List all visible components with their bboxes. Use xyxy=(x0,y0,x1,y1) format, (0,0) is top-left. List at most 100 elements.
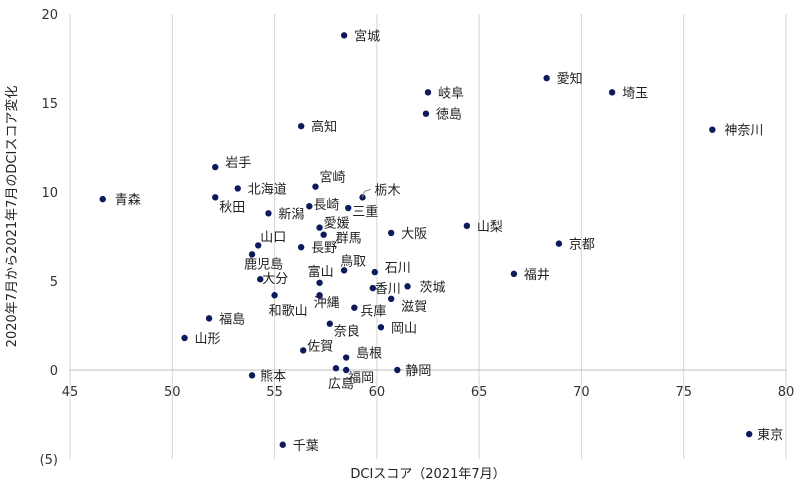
data-point xyxy=(377,324,385,331)
data-point xyxy=(255,242,262,249)
data-point xyxy=(422,110,430,117)
x-tick-label: 50 xyxy=(164,385,181,400)
data-label: 岡山 xyxy=(391,321,417,336)
x-tick-label: 75 xyxy=(675,385,692,400)
x-tick-label: 60 xyxy=(369,385,386,400)
data-point xyxy=(300,347,307,354)
y-axis-title: 2020年7月から2021年7月のDCIスコア変化 xyxy=(4,86,20,348)
data-point xyxy=(279,441,286,448)
data-point xyxy=(212,163,219,171)
y-tick-label: 5 xyxy=(50,275,58,290)
data-label: 宮崎 xyxy=(319,170,345,186)
data-points xyxy=(99,32,753,448)
data-label: 広島 xyxy=(328,377,354,392)
data-point xyxy=(248,251,256,258)
data-label: 佐賀 xyxy=(307,339,333,354)
x-tick-label: 45 xyxy=(62,385,79,400)
data-label: 京都 xyxy=(569,238,595,253)
data-point xyxy=(608,89,616,96)
data-point xyxy=(316,292,323,299)
data-label: 宮城 xyxy=(354,28,380,44)
data-label: 北海道 xyxy=(248,182,287,197)
data-label: 山梨 xyxy=(477,220,503,235)
data-label: 大阪 xyxy=(401,227,427,242)
data-point xyxy=(709,126,716,133)
y-tick-label: 0 xyxy=(50,364,58,379)
data-label: 大分 xyxy=(262,272,288,287)
data-label: 兵庫 xyxy=(360,305,386,320)
data-point xyxy=(248,372,256,379)
data-point xyxy=(745,430,753,438)
data-label: 長野 xyxy=(311,241,337,256)
y-tick-label: 10 xyxy=(41,186,58,201)
data-label: 福井 xyxy=(524,268,550,283)
data-label: 千葉 xyxy=(293,439,319,454)
data-point xyxy=(332,365,340,372)
data-point xyxy=(326,320,334,327)
data-label: 東京 xyxy=(757,427,783,443)
data-label: 香川 xyxy=(375,282,401,297)
data-label: 鳥取 xyxy=(340,254,366,269)
x-tick-label: 65 xyxy=(471,385,488,400)
data-label: 愛知 xyxy=(557,71,583,87)
data-point xyxy=(342,366,350,374)
data-point xyxy=(555,240,563,247)
x-tick-label: 55 xyxy=(266,385,283,400)
data-label: 秋田 xyxy=(219,200,245,215)
data-label: 岐阜 xyxy=(438,85,464,101)
grid-lines xyxy=(69,14,787,459)
data-point xyxy=(181,334,188,342)
data-point xyxy=(394,366,401,374)
data-label: 徳島 xyxy=(436,108,462,123)
data-point xyxy=(312,183,319,190)
data-label: 三重 xyxy=(352,204,378,220)
data-label: 沖縄 xyxy=(314,296,340,311)
data-point xyxy=(99,195,106,203)
data-point xyxy=(424,89,432,96)
data-point xyxy=(351,304,358,311)
data-label: 富山 xyxy=(308,264,334,280)
data-label: 福岡 xyxy=(348,371,374,386)
data-label: 和歌山 xyxy=(269,304,308,319)
data-label: 静岡 xyxy=(405,364,431,379)
data-point xyxy=(369,284,376,292)
data-point xyxy=(271,292,278,299)
data-point xyxy=(342,354,350,361)
data-point xyxy=(320,231,327,238)
data-point xyxy=(306,203,313,210)
data-point xyxy=(234,185,241,192)
data-label: 奈良 xyxy=(334,324,360,340)
data-point xyxy=(510,270,518,278)
data-point xyxy=(316,224,323,231)
data-point xyxy=(359,194,366,201)
data-point xyxy=(297,243,305,251)
data-label: 長崎 xyxy=(313,198,339,213)
y-tick-label: 20 xyxy=(41,8,58,23)
data-label: 福島 xyxy=(219,312,245,327)
data-point xyxy=(345,204,352,212)
data-label: 愛媛 xyxy=(324,217,350,232)
data-label: 茨城 xyxy=(420,280,446,295)
data-label: 高知 xyxy=(311,119,337,135)
data-label: 群馬 xyxy=(336,232,362,247)
data-label: 新潟 xyxy=(278,206,304,222)
data-point xyxy=(463,222,471,230)
data-point xyxy=(297,122,305,130)
leader-line xyxy=(362,188,371,198)
data-label: 神奈川 xyxy=(724,124,763,139)
data-point xyxy=(371,268,379,276)
x-tick-label: 70 xyxy=(573,385,590,400)
data-label: 岩手 xyxy=(225,156,251,171)
data-label: 熊本 xyxy=(260,368,286,384)
data-label: 青森 xyxy=(115,193,141,208)
data-label: 山形 xyxy=(195,332,221,347)
data-label: 鹿児島 xyxy=(244,256,283,272)
data-label: 埼玉 xyxy=(622,86,648,101)
y-tick-label: (5) xyxy=(40,453,58,468)
data-point xyxy=(205,315,213,322)
data-point xyxy=(387,295,395,302)
data-point xyxy=(265,210,272,217)
data-point xyxy=(404,283,411,290)
